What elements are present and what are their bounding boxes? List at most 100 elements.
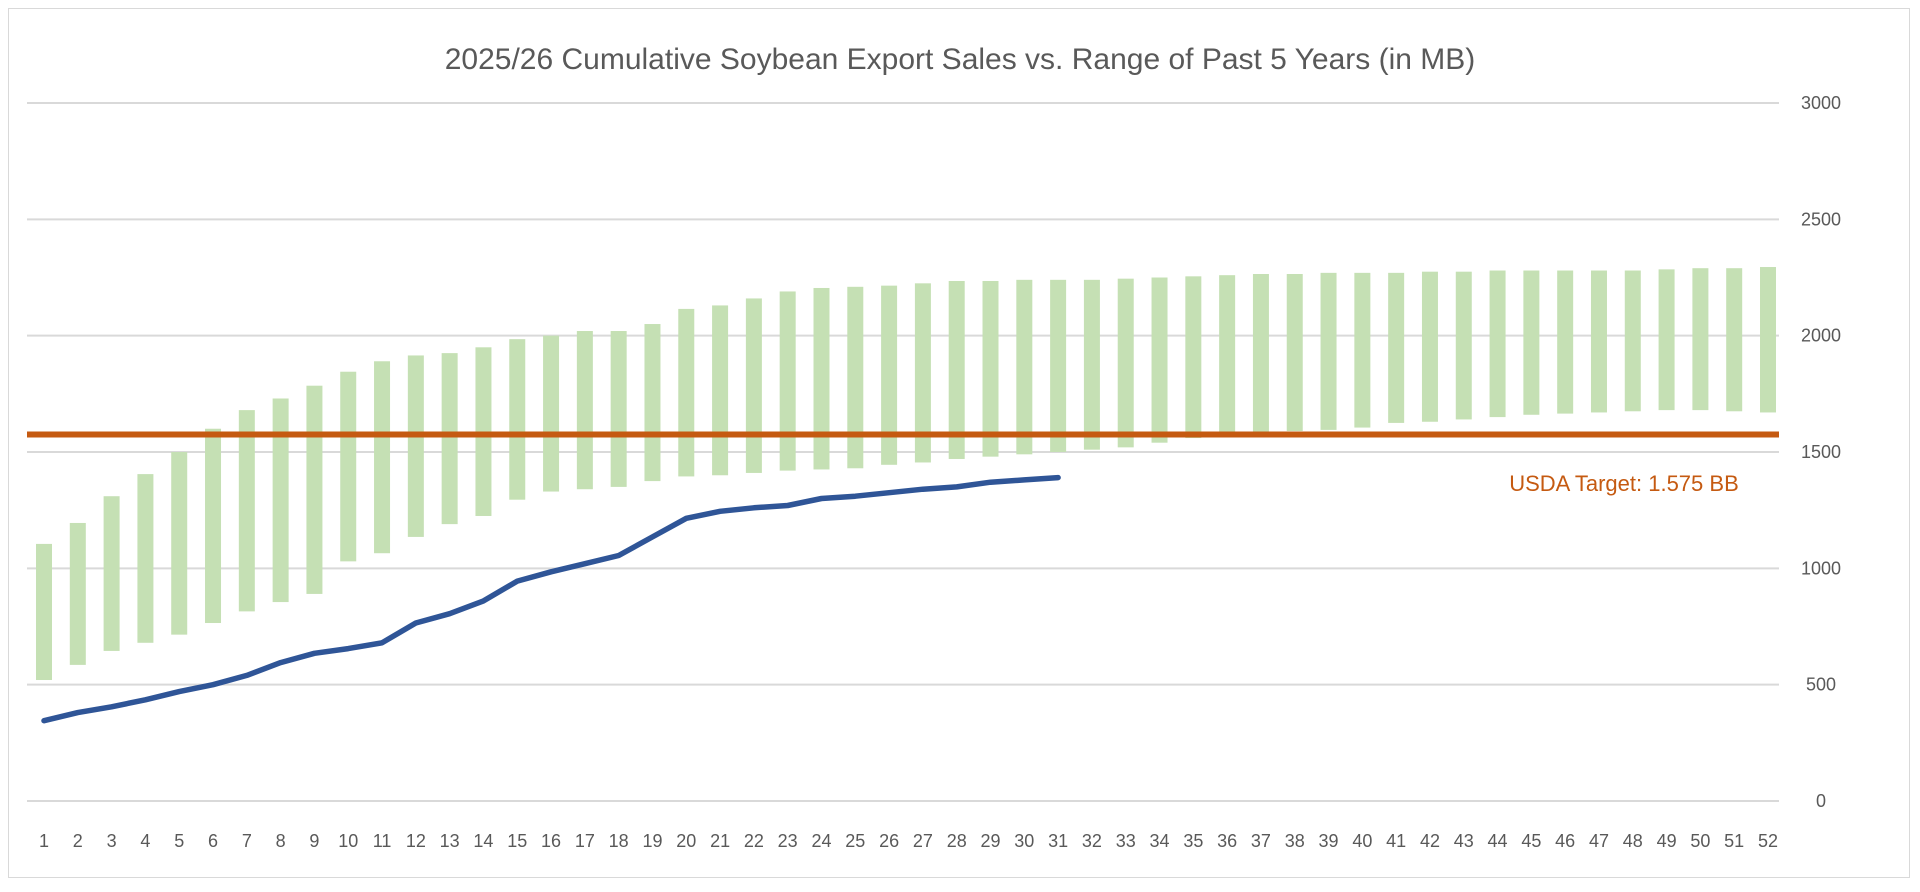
range-bar [1692,268,1709,411]
range-bar [1286,274,1303,432]
x-tick-label: 10 [338,831,358,851]
range-bar [948,280,965,459]
range-bar [238,410,255,612]
x-tick-label: 44 [1488,831,1508,851]
range-bar [374,361,391,554]
x-tick-label: 3 [107,831,117,851]
current-year-line-group [41,474,1061,724]
range-bar [1557,270,1574,414]
range-bar [407,355,424,537]
x-tick-label: 45 [1521,831,1541,851]
x-tick-label: 2 [73,831,83,851]
range-bar [509,339,526,500]
x-tick-label: 18 [609,831,629,851]
range-bar [1658,269,1675,411]
x-tick-label: 17 [575,831,595,851]
y-tick-label: 2000 [1801,326,1841,346]
x-tick-label: 5 [174,831,184,851]
x-tick-label: 36 [1217,831,1237,851]
range-bar [441,353,458,525]
x-tick-label: 6 [208,831,218,851]
x-tick-label: 13 [440,831,460,851]
range-bar [1320,272,1337,430]
x-tick-label: 7 [242,831,252,851]
y-axis-ticks: 0 500 1000 1500 2000 2500 3000 [1801,93,1841,811]
x-tick-label: 33 [1116,831,1136,851]
x-tick-label: 27 [913,831,933,851]
x-tick-label: 50 [1690,831,1710,851]
range-bar [1117,278,1134,448]
chart-svg: 2025/26 Cumulative Soybean Export Sales … [27,43,1841,851]
range-bar [745,298,762,473]
x-tick-label: 41 [1386,831,1406,851]
range-bar [847,286,864,469]
x-tick-label: 47 [1589,831,1609,851]
x-tick-label: 19 [642,831,662,851]
x-tick-label: 31 [1048,831,1068,851]
range-bar [69,522,86,665]
x-tick-label: 32 [1082,831,1102,851]
x-tick-label: 46 [1555,831,1575,851]
chart-frame: 2025/26 Cumulative Soybean Export Sales … [8,8,1910,878]
x-tick-label: 38 [1285,831,1305,851]
range-bar [1252,274,1269,434]
y-tick-label: 1000 [1801,558,1841,578]
range-bar [272,398,289,603]
x-tick-label: 9 [309,831,319,851]
y-tick-label: 500 [1806,675,1836,695]
range-bar [205,428,222,624]
target-label: USDA Target: 1.575 BB [1509,471,1739,496]
x-tick-label: 37 [1251,831,1271,851]
range-bar [1016,279,1033,455]
range-bar [1050,279,1067,452]
range-bar [813,287,830,470]
x-tick-label: 26 [879,831,899,851]
x-tick-label: 24 [811,831,831,851]
range-bar [103,496,120,651]
range-bar [1489,270,1506,418]
x-tick-label: 51 [1724,831,1744,851]
x-tick-label: 34 [1150,831,1170,851]
chart-title: 2025/26 Cumulative Soybean Export Sales … [445,43,1476,76]
range-bar [576,331,593,490]
x-tick-label: 23 [778,831,798,851]
range-bar [1185,276,1202,439]
x-tick-label: 35 [1183,831,1203,851]
x-tick-label: 4 [140,831,150,851]
range-bar [1455,271,1472,420]
range-bar [1523,270,1540,415]
range-bar [914,283,931,463]
range-bar [1726,268,1743,412]
x-tick-label: 12 [406,831,426,851]
range-bar [982,280,999,457]
y-tick-label: 0 [1816,791,1826,811]
range-bar [306,385,323,594]
current-year-line [41,474,1061,724]
x-tick-label: 11 [373,831,392,851]
range-bar [137,474,154,643]
x-tick-label: 1 [39,831,49,851]
range-bar [1590,270,1607,413]
y-tick-label: 3000 [1801,93,1841,113]
x-tick-label: 14 [473,831,493,851]
range-bar [1151,277,1168,443]
range-bar [1760,267,1776,413]
range-bars [36,267,1776,681]
x-tick-label: 49 [1657,831,1677,851]
x-tick-label: 48 [1623,831,1643,851]
y-tick-label: 1500 [1801,442,1841,462]
range-bar [1354,272,1371,428]
range-bar [1219,275,1236,436]
range-bar [1388,272,1405,423]
y-tick-label: 2500 [1801,209,1841,229]
x-tick-label: 22 [744,831,764,851]
x-tick-label: 52 [1758,831,1778,851]
x-tick-label: 28 [947,831,967,851]
x-tick-label: 16 [541,831,561,851]
range-bar [171,452,188,635]
range-bar [1083,279,1100,450]
range-bar [36,543,52,681]
range-bar [610,331,627,487]
range-bar [644,324,661,482]
x-tick-label: 30 [1014,831,1034,851]
